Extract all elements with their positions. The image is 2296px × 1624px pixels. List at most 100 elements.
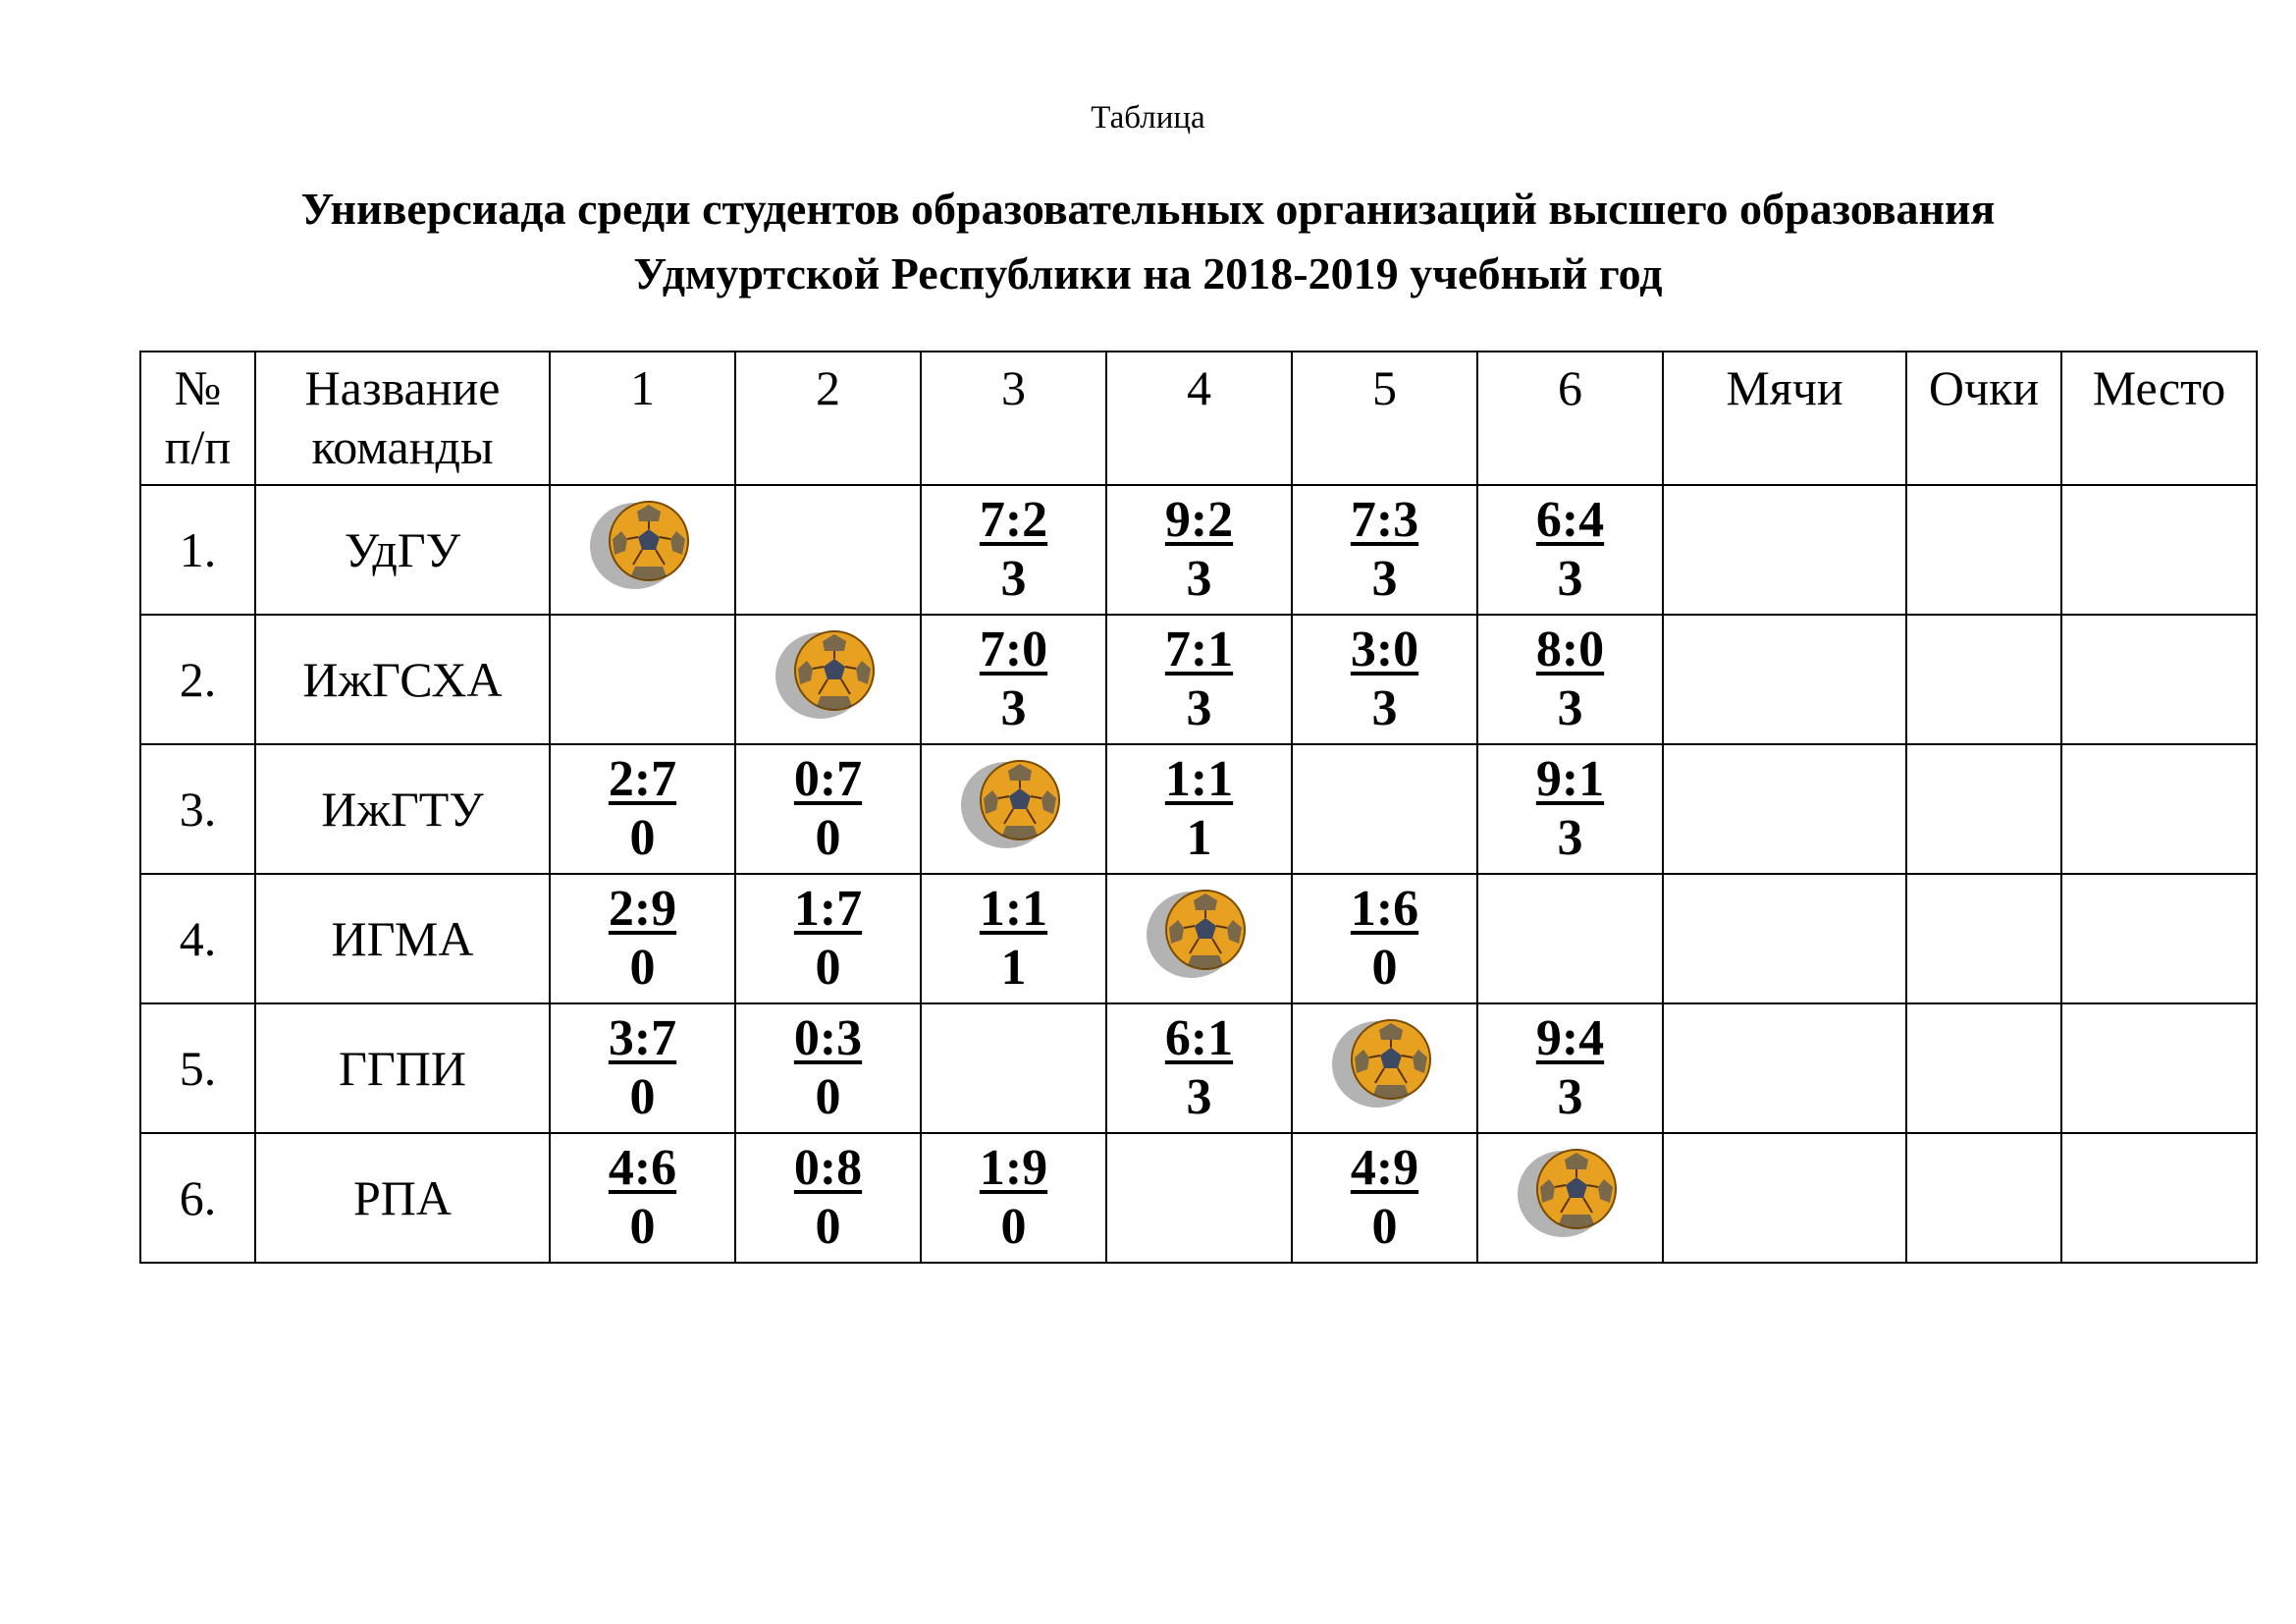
match-score: 2:7 0 [609,750,676,868]
match-result-cell: 6:4 3 [1476,484,1664,616]
place-cell [2060,614,2258,745]
match-result-cell: 3:0 3 [1291,614,1478,745]
header-col-6: 6 [1476,351,1664,486]
match-goals: 0:7 [793,751,863,807]
match-result-cell: 1:1 1 [1105,743,1293,875]
match-goals: 7:0 [979,622,1048,677]
match-score: 1:6 0 [1351,880,1418,998]
match-points: 3 [1000,551,1027,607]
match-score: 9:4 3 [1536,1009,1604,1127]
points-cell [1905,1132,2062,1264]
place-cell [2060,484,2258,616]
table-row: 2. ИжГСХА 7:0 3 7:1 3 3:0 3 8:0 3 [139,614,2258,745]
match-points: 3 [1186,680,1212,736]
match-score: 7:3 3 [1351,491,1418,609]
row-number: 1. [139,484,256,616]
match-points: 3 [1186,1069,1212,1125]
match-score: 6:1 3 [1165,1009,1233,1127]
match-goals: 0:8 [793,1140,863,1196]
match-score: 4:9 0 [1351,1139,1418,1257]
title-line-2: Удмуртской Республики на 2018-2019 учебн… [633,248,1663,298]
match-result-cell: 3:7 0 [549,1002,736,1134]
self-match-cell [920,743,1107,875]
place-cell [2060,873,2258,1004]
match-result-cell: 1:6 0 [1291,873,1478,1004]
match-goals: 2:9 [608,881,677,937]
match-result-cell: 9:2 3 [1105,484,1293,616]
team-name: ИжГТУ [254,743,551,875]
match-score: 7:0 3 [980,621,1047,738]
self-match-cell [1291,1002,1478,1134]
row-number: 5. [139,1002,256,1134]
match-result-cell: 1:1 1 [920,873,1107,1004]
self-match-cell [1476,1132,1664,1264]
document-title: Универсиада среди студентов образователь… [0,177,2296,306]
points-cell [1905,614,2062,745]
match-score: 8:0 3 [1536,621,1604,738]
header-points: Очки [1905,351,2062,486]
match-score: 1:9 0 [980,1139,1047,1257]
match-goals: 0:3 [793,1010,863,1066]
header-place: Место [2060,351,2258,486]
empty-match-cell [734,484,922,616]
match-points: 1 [1186,810,1212,866]
match-goals: 3:0 [1350,622,1419,677]
match-score: 1:1 1 [1165,750,1233,868]
header-col-3: 3 [920,351,1107,486]
header-col-4: 4 [1105,351,1293,486]
handball-ball-icon [1512,1138,1629,1246]
match-result-cell: 4:9 0 [1291,1132,1478,1264]
balls-cell [1662,873,1907,1004]
match-goals: 9:4 [1535,1010,1605,1066]
team-name: РПА [254,1132,551,1264]
match-goals: 1:9 [979,1140,1048,1196]
match-goals: 9:2 [1164,492,1234,548]
match-points: 0 [1000,1199,1027,1255]
header-col-1: 1 [549,351,736,486]
table-row: 3. ИжГТУ 2:7 0 0:7 0 1:1 1 9:1 3 [139,743,2258,875]
match-score: 0:8 0 [794,1139,862,1257]
handball-ball-icon [955,749,1073,857]
match-points: 0 [815,1199,841,1255]
match-score: 0:3 0 [794,1009,862,1127]
points-cell [1905,873,2062,1004]
match-score: 9:2 3 [1165,491,1233,609]
match-result-cell: 9:4 3 [1476,1002,1664,1134]
match-points: 1 [1000,940,1027,996]
self-match-cell [549,484,736,616]
match-points: 0 [815,940,841,996]
match-goals: 1:1 [1164,751,1234,807]
match-goals: 7:3 [1350,492,1419,548]
match-score: 7:2 3 [980,491,1047,609]
header-balls: Мячи [1662,351,1907,486]
match-goals: 2:7 [608,751,677,807]
team-name: ИжГСХА [254,614,551,745]
match-score: 6:4 3 [1536,491,1604,609]
header-col-5: 5 [1291,351,1478,486]
match-result-cell: 0:8 0 [734,1132,922,1264]
place-cell [2060,1002,2258,1134]
match-score: 1:7 0 [794,880,862,998]
match-goals: 1:1 [979,881,1048,937]
match-result-cell: 1:7 0 [734,873,922,1004]
match-result-cell: 2:9 0 [549,873,736,1004]
row-number: 3. [139,743,256,875]
match-goals: 8:0 [1535,622,1605,677]
points-cell [1905,743,2062,875]
match-points: 0 [815,1069,841,1125]
match-result-cell: 1:9 0 [920,1132,1107,1264]
match-goals: 4:9 [1350,1140,1419,1196]
place-cell [2060,743,2258,875]
team-name: ИГМА [254,873,551,1004]
match-score: 7:1 3 [1165,621,1233,738]
match-score: 9:1 3 [1536,750,1604,868]
empty-match-cell [1105,1132,1293,1264]
row-number: 6. [139,1132,256,1264]
match-score: 2:9 0 [609,880,676,998]
points-cell [1905,484,2062,616]
match-goals: 9:1 [1535,751,1605,807]
handball-ball-icon [584,490,702,598]
match-score: 3:7 0 [609,1009,676,1127]
match-points: 3 [1000,680,1027,736]
match-score: 3:0 3 [1351,621,1418,738]
